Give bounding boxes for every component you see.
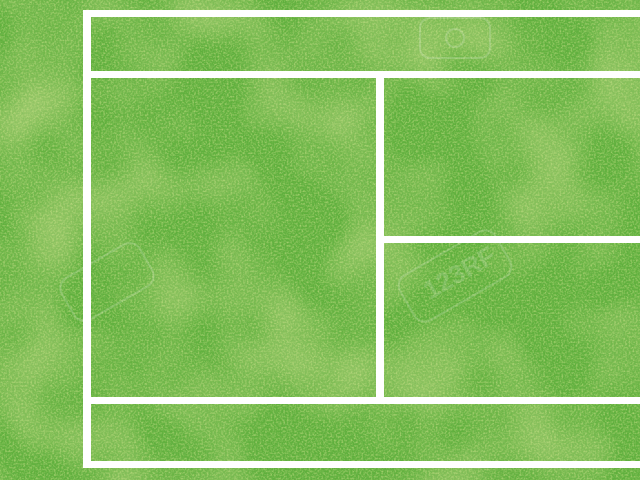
watermark-logo-top <box>419 17 491 59</box>
left-doubles-sideline <box>83 10 91 468</box>
court-lines <box>83 10 640 468</box>
bottom-outer-line <box>83 461 640 468</box>
watermark-logo-mid <box>397 229 513 323</box>
watermark-logo-top-circle <box>445 28 465 48</box>
top-singles-line <box>83 71 640 78</box>
top-outer-line <box>83 10 640 17</box>
watermark-logo-marks <box>59 17 513 323</box>
bottom-singles-line <box>83 397 640 404</box>
center-service-line <box>376 236 640 243</box>
watermark-logo-left <box>59 242 155 322</box>
